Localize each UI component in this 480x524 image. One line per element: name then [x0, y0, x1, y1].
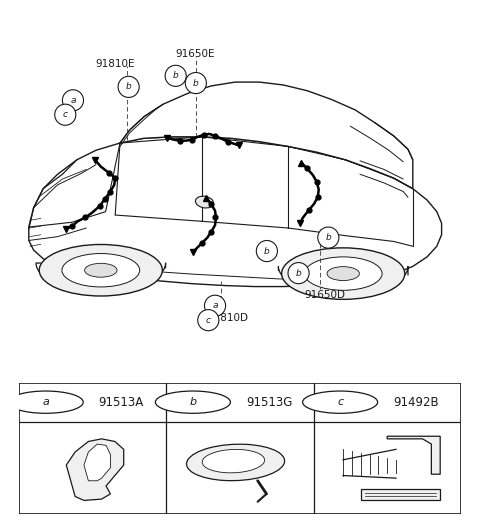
Ellipse shape — [195, 196, 214, 208]
Text: 91513G: 91513G — [246, 396, 292, 409]
Text: b: b — [193, 79, 199, 88]
Circle shape — [118, 77, 139, 97]
Circle shape — [198, 310, 219, 331]
Text: 91810E: 91810E — [95, 59, 134, 69]
Ellipse shape — [39, 245, 162, 296]
Circle shape — [165, 66, 186, 86]
Polygon shape — [360, 488, 440, 500]
Polygon shape — [120, 82, 413, 189]
Polygon shape — [66, 439, 124, 500]
Circle shape — [55, 104, 76, 125]
Circle shape — [156, 391, 230, 413]
Polygon shape — [29, 137, 442, 287]
Text: c: c — [206, 315, 211, 325]
Text: b: b — [325, 233, 331, 242]
Circle shape — [256, 241, 277, 261]
Text: 91810D: 91810D — [207, 313, 248, 323]
Text: b: b — [173, 71, 179, 80]
Text: b: b — [296, 269, 301, 278]
Text: a: a — [70, 96, 76, 105]
Text: 91492B: 91492B — [393, 396, 439, 409]
Circle shape — [8, 391, 83, 413]
Polygon shape — [84, 444, 110, 481]
Circle shape — [62, 90, 84, 111]
Ellipse shape — [282, 248, 405, 299]
Circle shape — [185, 72, 206, 94]
Text: b: b — [264, 246, 270, 256]
Text: 91650E: 91650E — [175, 49, 215, 59]
Circle shape — [302, 391, 378, 413]
Circle shape — [318, 227, 339, 248]
Circle shape — [288, 263, 309, 283]
Text: c: c — [337, 397, 343, 407]
Text: 91513A: 91513A — [99, 396, 144, 409]
Ellipse shape — [304, 257, 382, 290]
Circle shape — [204, 295, 226, 316]
Ellipse shape — [84, 263, 117, 277]
Ellipse shape — [327, 267, 360, 280]
Text: a: a — [212, 301, 218, 310]
Text: a: a — [42, 397, 49, 407]
Text: b: b — [189, 397, 196, 407]
Ellipse shape — [62, 254, 140, 287]
Ellipse shape — [202, 450, 264, 473]
Ellipse shape — [187, 444, 285, 481]
Text: c: c — [63, 110, 68, 119]
Polygon shape — [387, 436, 440, 474]
Text: b: b — [126, 82, 132, 91]
Text: 91650D: 91650D — [304, 290, 345, 300]
